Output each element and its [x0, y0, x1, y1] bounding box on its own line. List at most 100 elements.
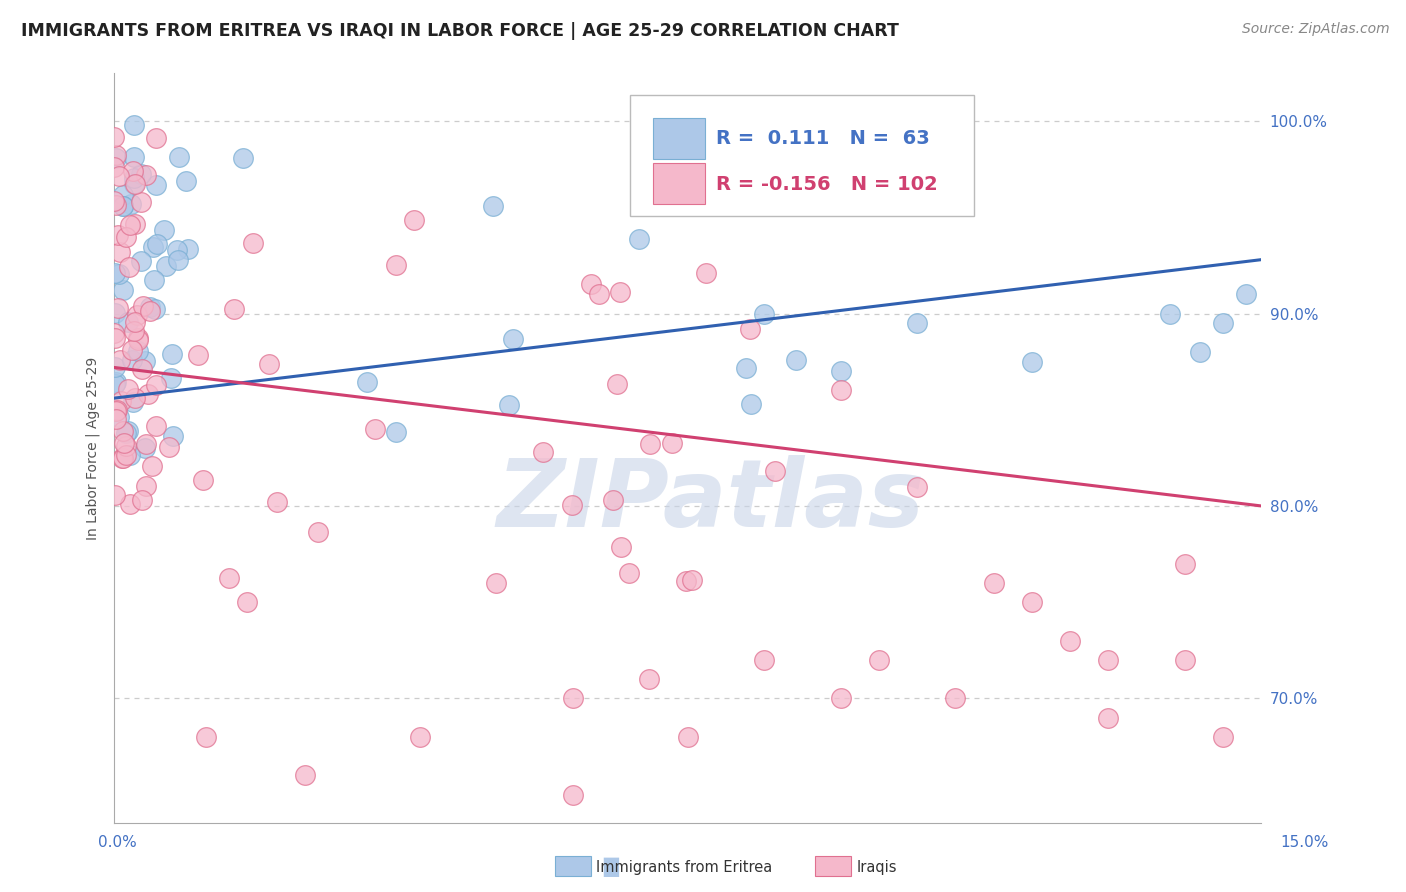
Point	[122, 177, 145, 191]
Point	[1097, 653, 1119, 667]
Point	[103, 129, 125, 144]
Point	[409, 730, 432, 744]
Point	[145, 178, 167, 192]
Point	[124, 177, 146, 191]
Point	[107, 268, 129, 282]
Point	[135, 437, 157, 451]
Point	[153, 223, 176, 237]
Point	[143, 272, 166, 286]
Text: 15.0%: 15.0%	[1281, 836, 1329, 850]
Point	[983, 576, 1005, 591]
Point	[224, 301, 246, 316]
Point	[107, 301, 129, 315]
Point	[104, 360, 127, 375]
Point	[1159, 306, 1181, 320]
Point	[112, 435, 135, 450]
Point	[561, 498, 583, 512]
Point	[143, 301, 166, 316]
Point	[404, 213, 426, 227]
Point	[617, 566, 640, 580]
Point	[117, 424, 139, 438]
Point	[502, 332, 524, 346]
Point	[609, 541, 631, 555]
Point	[194, 730, 217, 744]
Text: ZIPatlas: ZIPatlas	[496, 455, 925, 547]
Text: R = -0.156   N = 102: R = -0.156 N = 102	[716, 175, 938, 194]
Point	[1021, 595, 1043, 609]
Point	[110, 394, 132, 409]
Point	[108, 245, 131, 260]
Point	[675, 574, 697, 589]
Point	[112, 188, 135, 202]
Point	[606, 377, 628, 392]
Point	[135, 168, 157, 182]
Point	[104, 376, 127, 391]
Point	[830, 364, 852, 378]
Point	[1234, 287, 1257, 301]
Point	[364, 422, 387, 436]
Point	[176, 174, 198, 188]
Bar	[654, 118, 704, 160]
Point	[105, 148, 128, 162]
Point	[266, 495, 288, 509]
Point	[132, 299, 155, 313]
Point	[146, 236, 169, 251]
Point	[905, 480, 928, 494]
Point	[105, 404, 128, 418]
Point	[136, 386, 159, 401]
Point	[103, 194, 125, 208]
Point	[120, 197, 142, 211]
Point	[104, 306, 127, 320]
Point	[235, 595, 257, 609]
Point	[498, 398, 520, 412]
Point	[1174, 557, 1197, 571]
Text: R =  0.111   N =  63: R = 0.111 N = 63	[716, 128, 929, 148]
Point	[638, 672, 661, 686]
Point	[166, 243, 188, 257]
Point	[588, 287, 610, 301]
Point	[122, 118, 145, 132]
Text: Source: ZipAtlas.com: Source: ZipAtlas.com	[1241, 22, 1389, 37]
Point	[294, 768, 316, 782]
Point	[129, 254, 152, 268]
Point	[104, 152, 127, 166]
Point	[131, 194, 153, 209]
Point	[1174, 653, 1197, 667]
Point	[681, 573, 703, 587]
Point	[120, 496, 142, 510]
Point	[108, 169, 131, 184]
Point	[638, 437, 661, 451]
Point	[167, 253, 190, 268]
Y-axis label: In Labor Force | Age 25-29: In Labor Force | Age 25-29	[86, 357, 100, 540]
Point	[112, 424, 135, 438]
Point	[104, 266, 127, 280]
Point	[385, 425, 408, 440]
Point	[661, 436, 683, 450]
Text: IMMIGRANTS FROM ERITREA VS IRAQI IN LABOR FORCE | AGE 25-29 CORRELATION CHART: IMMIGRANTS FROM ERITREA VS IRAQI IN LABO…	[21, 22, 898, 40]
Point	[160, 347, 183, 361]
Point	[763, 464, 786, 478]
Point	[627, 232, 650, 246]
Point	[105, 402, 128, 417]
Point	[218, 571, 240, 585]
Point	[1021, 354, 1043, 368]
Point	[561, 788, 583, 802]
Point	[107, 227, 129, 242]
Point	[118, 448, 141, 462]
Point	[257, 357, 280, 371]
Point	[103, 326, 125, 340]
Point	[785, 352, 807, 367]
Point	[120, 218, 142, 232]
Point	[121, 343, 143, 357]
Point	[127, 331, 149, 345]
Point	[125, 308, 148, 322]
Point	[105, 198, 128, 212]
Text: Iraqis: Iraqis	[856, 860, 897, 874]
Point	[104, 488, 127, 502]
Point	[157, 441, 180, 455]
Point	[668, 180, 690, 194]
Point	[127, 343, 149, 358]
Point	[111, 451, 134, 466]
Point	[162, 428, 184, 442]
Point	[145, 418, 167, 433]
